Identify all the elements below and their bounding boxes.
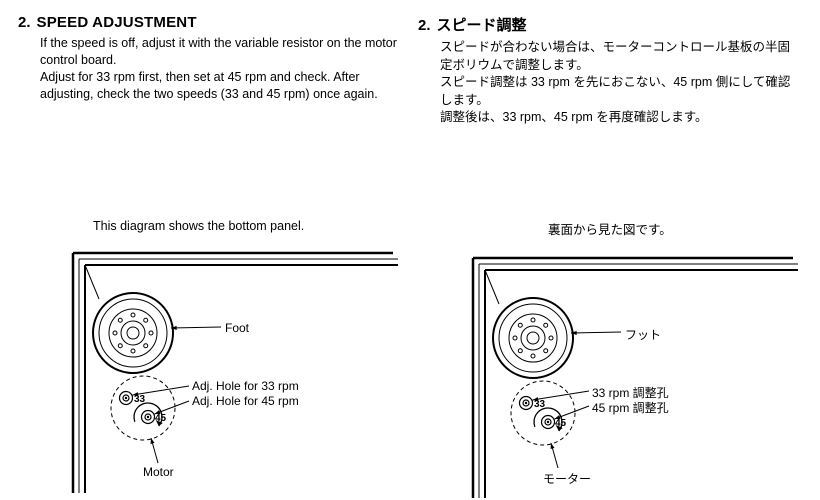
label-motor-en: Motor [143, 465, 174, 479]
diagram-caption-en: This diagram shows the bottom panel. [18, 219, 402, 233]
section-heading-jp: 2. スピード調整 [418, 14, 802, 35]
section-body-jp: スピードが合わない場合は、モーターコントロール基板の半固定ボリウムで調整します。… [418, 39, 802, 127]
diagram-caption-jp: 裏面から見た図です。 [418, 219, 802, 238]
section-number-en: 2. [18, 14, 31, 31]
label-foot-jp: フット [625, 326, 661, 343]
label-foot-en: Foot [225, 321, 249, 335]
label-motor-jp: モーター [543, 470, 591, 487]
column-japanese: 2. スピード調整 スピードが合わない場合は、モーターコントロール基板の半固定ボ… [410, 14, 810, 127]
label-adj45-en: Adj. Hole for 45 rpm [192, 394, 299, 408]
diagram-english: This diagram shows the bottom panel. 334… [10, 219, 410, 498]
diagram-japanese: 裏面から見た図です。 3345 フット 33 rpm 調整孔 45 rpm 調整… [410, 219, 810, 498]
label-adj33-en: Adj. Hole for 33 rpm [192, 379, 299, 393]
bottom-panel-diagram-icon: 3345 [18, 233, 398, 493]
diagram-svg-wrap-jp: 3345 フット 33 rpm 調整孔 45 rpm 調整孔 モーター [418, 238, 798, 498]
section-title-jp: スピード調整 [437, 14, 527, 35]
bottom-panel-diagram-icon: 3345 [418, 238, 798, 498]
section-heading-en: 2. SPEED ADJUSTMENT [18, 14, 402, 31]
label-adj45-jp: 45 rpm 調整孔 [592, 399, 669, 416]
section-body-en: If the speed is off, adjust it with the … [18, 35, 402, 103]
diagram-svg-wrap-en: 3345 Foot Adj. Hole for 33 rpm Adj. Hole… [18, 233, 398, 493]
section-title-en: SPEED ADJUSTMENT [37, 14, 197, 31]
column-english: 2. SPEED ADJUSTMENT If the speed is off,… [10, 14, 410, 127]
section-number-jp: 2. [418, 17, 431, 34]
